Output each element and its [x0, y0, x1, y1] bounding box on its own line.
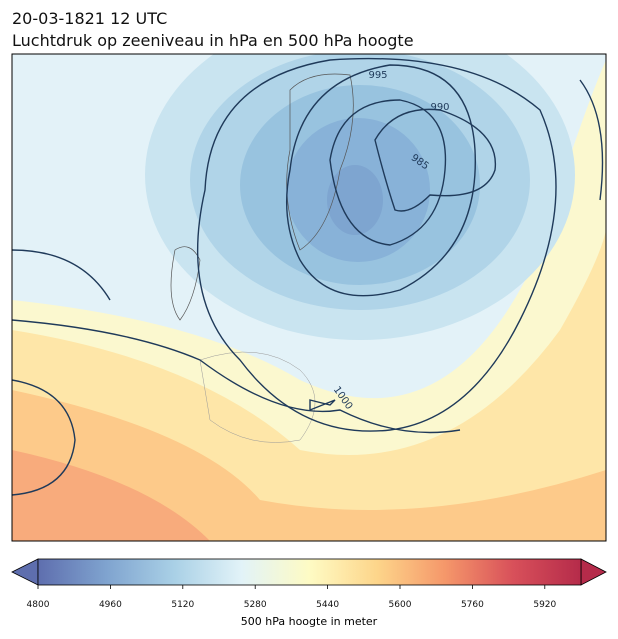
colorbar-tick-label: 5600: [389, 600, 412, 610]
colorbar-bar: [37, 558, 582, 586]
colorbar-label: 500 hPa hoogte in meter: [241, 615, 378, 628]
colorbar-tick-label: 5120: [171, 600, 194, 610]
colorbar: 4800 4960 5120 5280 5440 5600 5760 5920: [11, 558, 607, 610]
colorbar-extend-high: [580, 558, 607, 586]
contour-label: 995: [368, 70, 387, 81]
map-frame: [11, 53, 607, 542]
colorbar-tick-label: 5760: [461, 600, 484, 610]
subtitle: Luchtdruk op zeeniveau in hPa en 500 hPa…: [12, 31, 414, 50]
colorbar-extend-low: [11, 558, 39, 586]
colorbar-tick-label: 5440: [316, 600, 339, 610]
map-field: [12, 54, 606, 541]
colorbar-tick-label: 4800: [27, 600, 50, 610]
colorbar-tick-label: 4960: [99, 600, 122, 610]
colorbar-tick-label: 5280: [244, 600, 267, 610]
contour-label: 990: [430, 102, 449, 113]
title: 20-03-1821 12 UTC: [12, 9, 167, 28]
colorbar-tick-label: 5920: [533, 600, 556, 610]
